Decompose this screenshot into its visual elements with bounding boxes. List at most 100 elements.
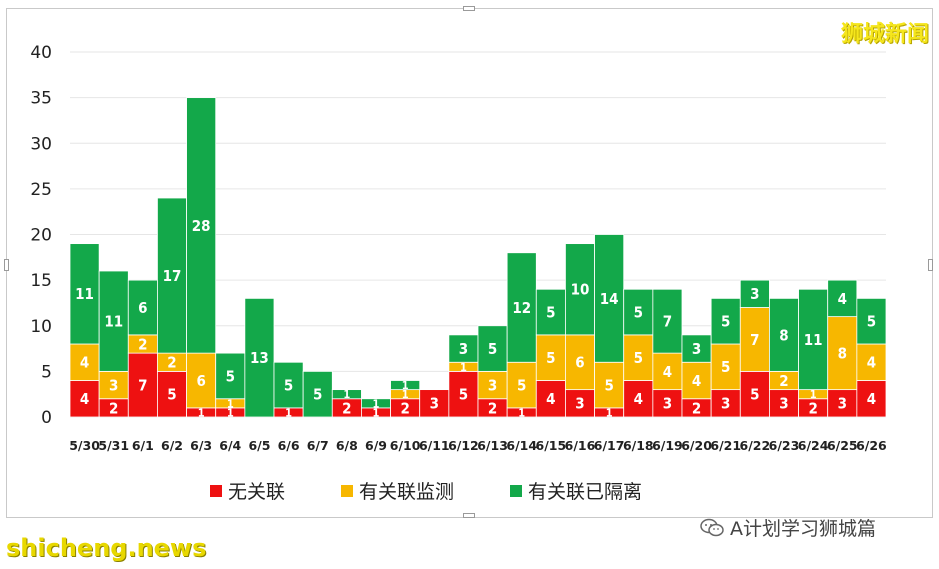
data-label: 2: [779, 372, 788, 390]
x-tick-label: 6/6: [278, 438, 300, 453]
data-label: 5: [721, 358, 730, 376]
legend-swatch-unlinked: [210, 484, 222, 497]
data-label: 4: [663, 363, 672, 381]
data-label: 3: [838, 395, 847, 413]
data-label: 28: [192, 217, 211, 235]
bar-segment: [390, 380, 421, 391]
x-tick-label: 6/17: [594, 438, 625, 453]
brand-badge: 狮城新闻: [840, 22, 929, 47]
bar-segment: [331, 389, 362, 400]
bar-segment: [565, 243, 595, 336]
data-label: 2: [109, 399, 118, 417]
data-label: 11: [75, 285, 94, 303]
data-label: 7: [750, 331, 759, 349]
bar-segment: [244, 297, 275, 418]
bar-segment: [448, 370, 479, 418]
bar-segment: [506, 252, 537, 363]
data-label: 5: [459, 386, 468, 404]
data-label: 6: [138, 299, 147, 317]
data-label: 17: [163, 267, 182, 285]
data-label: 4: [692, 372, 701, 390]
legend-item-unlinked: 无关联: [210, 477, 285, 504]
x-tick-label: 6/25: [827, 438, 858, 453]
data-label: 5: [750, 386, 759, 404]
bar-segment: [157, 197, 187, 354]
bar-segment: [652, 389, 683, 418]
data-label: 5: [546, 303, 555, 321]
x-tick-label: 6/16: [565, 438, 596, 453]
data-label: 10: [571, 281, 590, 299]
data-label: 2: [138, 335, 147, 353]
y-tick-label: 35: [30, 89, 52, 109]
bar-segment: [127, 352, 158, 418]
resize-handle-left[interactable]: [4, 259, 9, 271]
bar-segment: [594, 234, 625, 363]
bar-segment: [535, 334, 566, 381]
data-label: 1: [460, 361, 467, 374]
data-label: 3: [692, 340, 701, 358]
resize-handle-bottom[interactable]: [463, 513, 475, 518]
y-tick-label: 10: [30, 317, 52, 337]
bar-segment: [652, 288, 683, 354]
y-tick-label: 5: [41, 362, 52, 382]
resize-handle-top[interactable]: [463, 6, 475, 11]
legend-swatch-linked-monitored: [341, 484, 354, 497]
legend-label-unlinked: 无关联: [228, 481, 286, 503]
data-label: 13: [250, 349, 269, 367]
data-label: 3: [488, 376, 497, 394]
x-tick-label: 6/15: [536, 438, 567, 453]
data-label: 4: [867, 390, 876, 408]
bar-segment: [827, 316, 858, 391]
resize-handle-right[interactable]: [928, 259, 933, 271]
x-tick-label: 6/26: [856, 438, 887, 453]
bar-segment: [739, 307, 770, 372]
bar-segment: [565, 334, 595, 391]
x-tick-label: 6/7: [307, 438, 329, 453]
data-label: 1: [227, 406, 234, 419]
data-label: 5: [721, 313, 730, 331]
data-label: 4: [867, 354, 876, 372]
data-label: 7: [663, 313, 672, 331]
data-label: 5: [634, 303, 643, 321]
data-label: 5: [284, 376, 293, 394]
legend-label-linked-quarantined: 有关联已隔离: [528, 481, 643, 503]
data-label: 1: [285, 406, 292, 419]
y-tick-label: 25: [30, 180, 52, 200]
y-tick-label: 15: [30, 271, 52, 291]
bar-segment: [856, 297, 887, 345]
data-label: 14: [600, 290, 619, 308]
data-label: 1: [227, 397, 234, 410]
data-label: 7: [138, 376, 147, 394]
watermark-account-label: A计划学习狮城篇: [730, 518, 876, 540]
bar-segment: [710, 343, 741, 391]
bar-segment: [769, 389, 799, 418]
x-tick-label: 6/10: [390, 438, 421, 453]
bar-segment: [186, 97, 217, 354]
data-label: 4: [838, 290, 847, 308]
y-tick-label: 20: [30, 226, 52, 246]
bar-segment: [419, 389, 450, 418]
x-tick-label: 6/14: [506, 438, 537, 453]
x-tick-label: 6/20: [681, 438, 712, 453]
data-label: 1: [343, 388, 350, 401]
data-label: 1: [373, 397, 380, 410]
watermark-site: shicheng.news: [6, 534, 207, 562]
bar-segment: [273, 361, 304, 409]
data-label: 5: [226, 367, 235, 385]
bar-segment: [565, 389, 595, 418]
bar-segment: [856, 343, 887, 381]
x-tick-label: 6/19: [652, 438, 683, 453]
legend-swatch-linked-quarantined: [510, 484, 523, 497]
bar-segment: [623, 380, 654, 418]
x-tick-label: 6/9: [365, 438, 387, 453]
data-label: 1: [518, 406, 525, 419]
data-label: 2: [167, 354, 176, 372]
bar-segment: [506, 361, 537, 409]
data-label: 2: [488, 399, 497, 417]
x-tick-label: 6/3: [190, 438, 212, 453]
data-label: 6: [575, 354, 584, 372]
x-tick-label: 6/11: [419, 438, 450, 453]
data-label: 11: [804, 331, 823, 349]
bar-segment: [157, 370, 187, 418]
x-tick-label: 6/24: [798, 438, 829, 453]
